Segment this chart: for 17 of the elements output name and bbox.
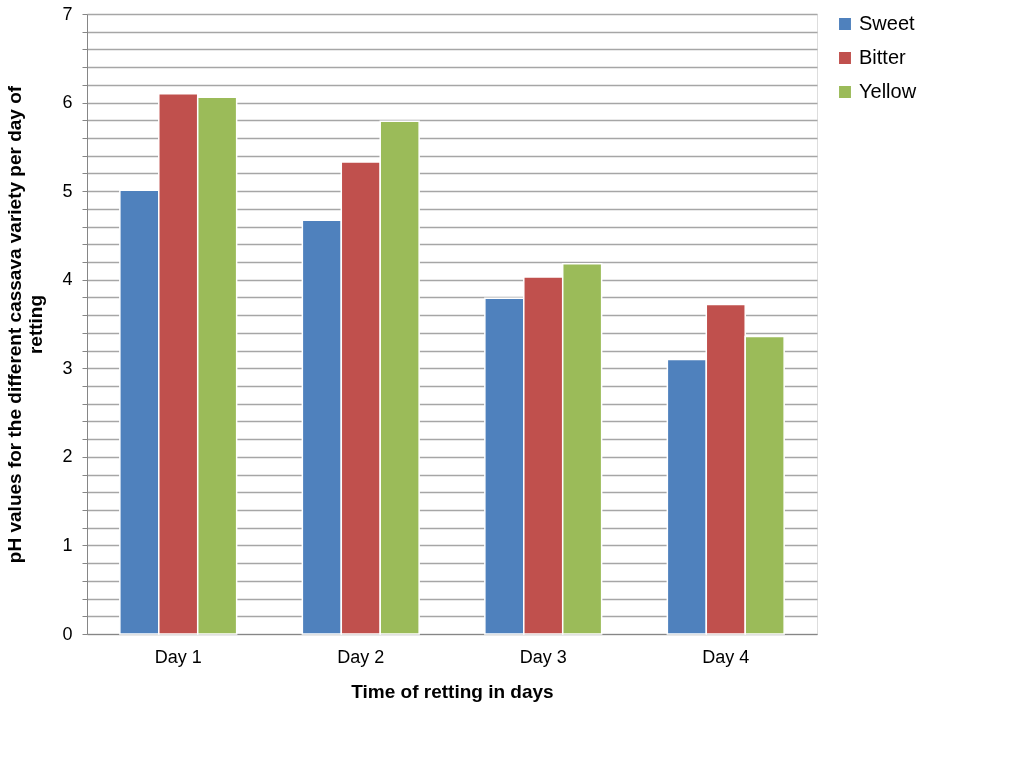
legend-label: Bitter bbox=[859, 46, 907, 68]
y-tick-label: 0 bbox=[62, 623, 73, 644]
legend-label: Yellow bbox=[859, 80, 917, 102]
x-tick-label: Day 2 bbox=[337, 646, 385, 667]
x-tick-label: Day 4 bbox=[702, 646, 750, 667]
legend-label: Sweet bbox=[859, 12, 916, 34]
y-axis-title: pH values for the different cassava variety per day of retting bbox=[4, 85, 47, 564]
x-tick-label: Day 1 bbox=[154, 646, 202, 667]
x-axis-title: Time of retting in days bbox=[351, 680, 554, 702]
y-tick-label: 3 bbox=[62, 357, 73, 378]
y-tick-label: 6 bbox=[62, 92, 73, 113]
x-tick-label: Day 3 bbox=[519, 646, 567, 667]
y-tick-label: 4 bbox=[62, 269, 73, 290]
y-tick-label: 7 bbox=[62, 3, 73, 24]
y-tick-label: 2 bbox=[62, 446, 73, 467]
y-tick-label: 1 bbox=[62, 534, 73, 555]
y-tick-label: 5 bbox=[62, 180, 73, 201]
